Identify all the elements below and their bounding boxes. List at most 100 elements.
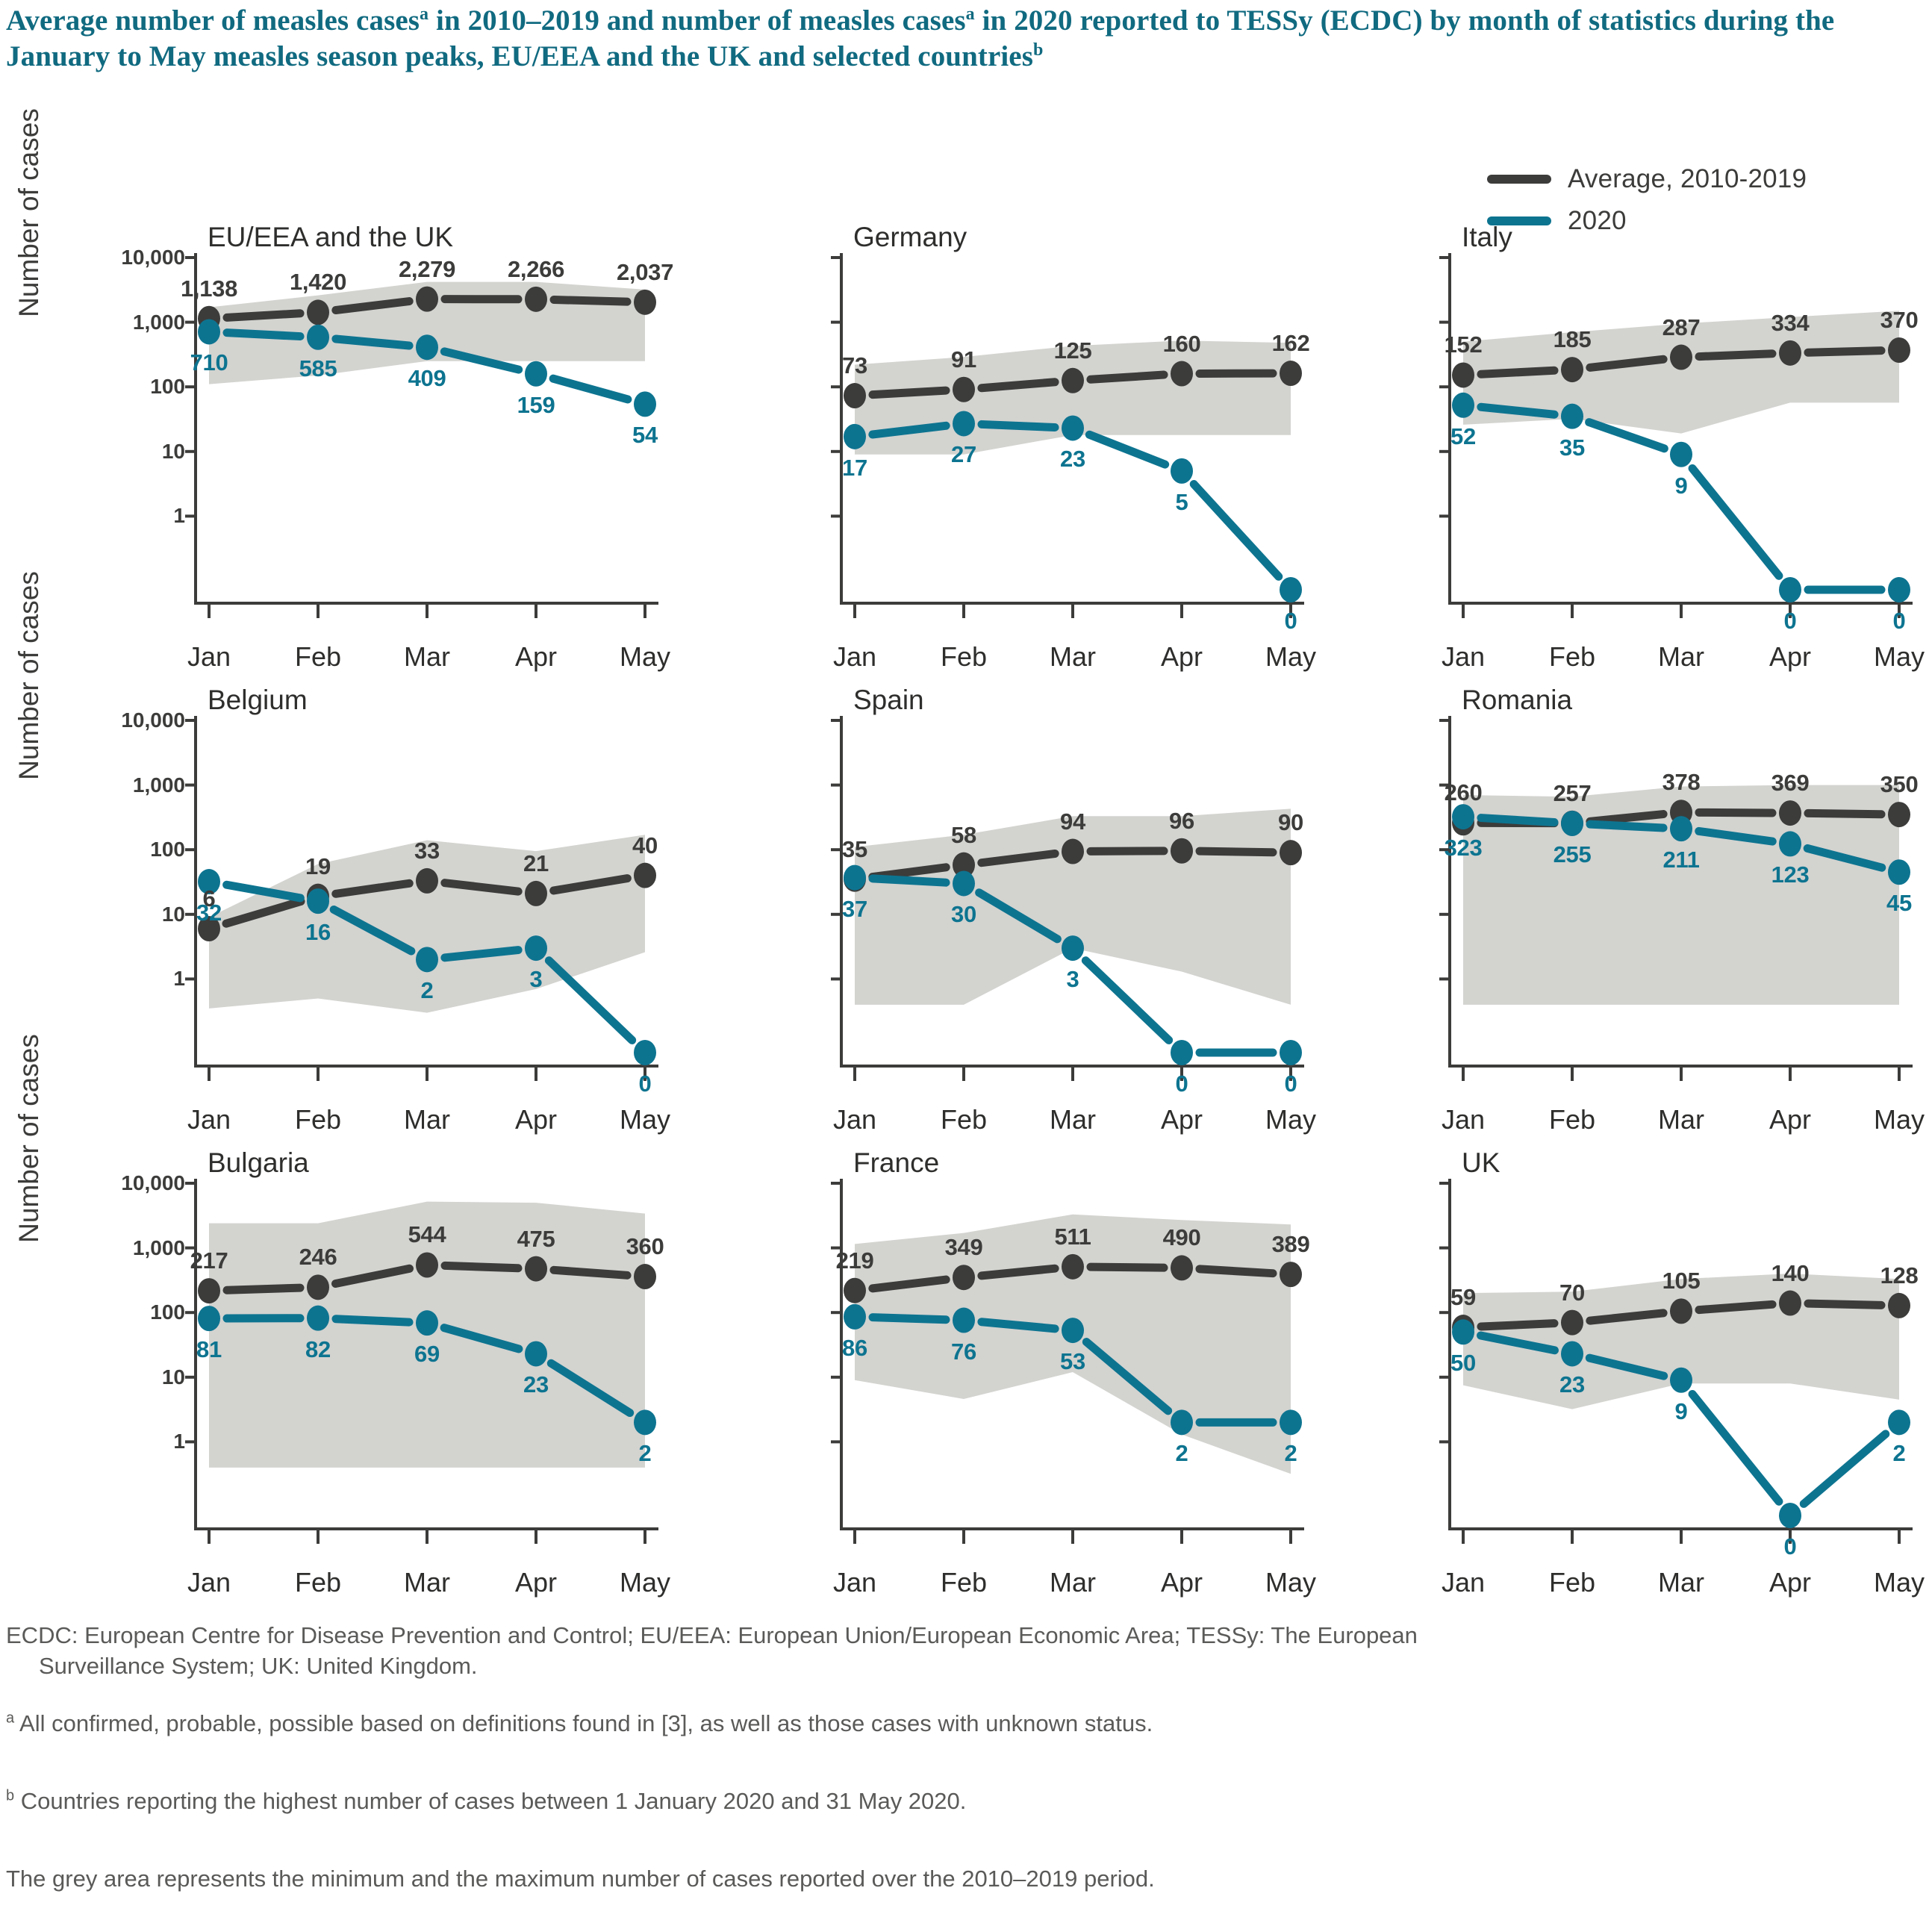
- note-a-marker: a: [6, 1710, 15, 1727]
- panel-row: Number of cases 10,000 1,000 100 10 1 6 19 33 21 4…: [0, 571, 1929, 1150]
- note-abbrev-line1: ECDC: European Centre for Disease Preven…: [6, 1622, 1418, 1648]
- average-value-label: 378: [1662, 769, 1701, 796]
- series-segment: [222, 1283, 305, 1294]
- series-segment: [440, 347, 523, 374]
- data-point-marker: [634, 1264, 656, 1290]
- data-point-marker: [634, 391, 656, 417]
- data-point-marker: [525, 361, 547, 387]
- data-point-marker: [1280, 1040, 1302, 1065]
- average-value-label: 1,420: [289, 269, 347, 296]
- data-point-marker: [1062, 1318, 1084, 1344]
- x-tick-label: May: [1265, 641, 1317, 672]
- current-series: [844, 411, 1302, 602]
- data-point-marker: [307, 1305, 329, 1331]
- plot-area: 260 257 378 369 350 323 255 211 123 45 Jan Feb Mar Ap…: [1439, 716, 1925, 1135]
- current-series: [1452, 1319, 1910, 1528]
- average-series: [1452, 337, 1910, 388]
- series-segment: [1695, 826, 1777, 846]
- axis-spines: [840, 1179, 1304, 1530]
- series-segment: [1086, 1262, 1168, 1272]
- data-point-marker: [1280, 361, 1302, 387]
- average-value-label: 128: [1880, 1262, 1919, 1288]
- data-point-marker: [1670, 1367, 1692, 1393]
- data-point-marker: [1452, 392, 1474, 418]
- panel-plot-svg: [185, 253, 658, 618]
- series-segment: [868, 386, 950, 399]
- x-tick-label: Mar: [1658, 1104, 1704, 1135]
- y-axis-label: Number of cases: [13, 571, 44, 780]
- average-value-label: 185: [1553, 326, 1592, 353]
- panel-plot-svg: [1439, 716, 1913, 1081]
- data-point-marker: [525, 935, 547, 962]
- current-value-label: 255: [1553, 841, 1592, 867]
- data-point-marker: [1779, 1503, 1801, 1528]
- series-segment: [331, 297, 414, 315]
- plot-area: 10,000 1,000 100 10 1 6 19 33 21 40 32 16 2 3 0 Jan Feb M…: [121, 708, 670, 1135]
- title-footnote-marker-a: a: [420, 4, 429, 24]
- data-point-marker: [953, 852, 975, 878]
- current-series: [844, 1303, 1302, 1436]
- data-point-marker: [634, 1040, 656, 1065]
- plot-area: 59 70 105 140 128 50 23 9 0 2 Jan Feb Mar Apr May: [1439, 1179, 1925, 1598]
- data-point-marker: [844, 1303, 866, 1330]
- current-value-label: 2: [1284, 1440, 1297, 1467]
- x-tick-label: Jan: [187, 641, 231, 672]
- x-tick-label: May: [1873, 1104, 1925, 1135]
- axis-spines: [1448, 716, 1913, 1068]
- average-value-label: 2,279: [398, 255, 456, 282]
- data-point-marker: [1171, 361, 1193, 387]
- current-value-label: 0: [1284, 1071, 1297, 1097]
- data-point-marker: [1888, 802, 1910, 828]
- x-tick-label: May: [619, 1104, 671, 1135]
- series-segment: [544, 956, 637, 1044]
- x-tick-label: Apr: [1160, 1567, 1203, 1598]
- minmax-band: [209, 835, 645, 1013]
- current-series: [1452, 804, 1910, 885]
- plot-area: 35 58 94 96 90 37 30 3 0 0 Jan Feb Mar Apr May: [831, 716, 1316, 1135]
- series-segment: [331, 879, 414, 898]
- series-segment: [1477, 366, 1559, 378]
- legend-swatch-average: [1487, 175, 1551, 184]
- data-point-marker: [1452, 804, 1474, 830]
- data-point-marker: [1561, 357, 1583, 383]
- average-value-label: 246: [299, 1244, 337, 1271]
- series-segment: [1803, 844, 1886, 872]
- average-value-label: 70: [1559, 1279, 1585, 1306]
- data-point-marker: [198, 1306, 220, 1332]
- average-value-label: 370: [1880, 306, 1919, 333]
- current-value-label: 27: [951, 441, 976, 468]
- data-point-marker: [1670, 344, 1692, 370]
- series-segment: [331, 1315, 414, 1327]
- y-axis-label: Number of cases: [13, 108, 44, 317]
- current-value-label: 32: [196, 900, 222, 926]
- data-point-marker: [416, 947, 438, 973]
- x-tick-label: Mar: [1658, 641, 1704, 672]
- data-point-marker: [844, 864, 866, 891]
- series-segment: [440, 1261, 523, 1273]
- title-text-2: in 2010–2019 and number of measles cases: [429, 4, 966, 37]
- plot-area: 152 185 287 334 370 52 35 9 0 0 Jan Feb Mar Apr May: [1439, 253, 1925, 672]
- average-value-label: 152: [1444, 331, 1483, 358]
- data-point-marker: [198, 319, 220, 345]
- current-value-label: 23: [523, 1371, 549, 1398]
- current-value-label: 9: [1674, 1397, 1688, 1424]
- data-point-marker: [1062, 935, 1084, 962]
- legend-item-average: Average, 2010-2019: [1487, 158, 1807, 200]
- panel-plot-svg: [1439, 253, 1913, 618]
- y-tick-label: 1: [173, 504, 185, 528]
- current-value-label: 585: [299, 355, 337, 381]
- x-tick-label: May: [1873, 641, 1925, 672]
- data-point-marker: [1280, 1409, 1302, 1436]
- current-value-label: 16: [305, 919, 331, 946]
- average-series: [844, 361, 1302, 409]
- average-value-label: 140: [1771, 1259, 1810, 1286]
- current-value-label: 45: [1886, 890, 1912, 917]
- series-segment: [977, 1264, 1059, 1280]
- x-tick-label: Feb: [294, 641, 342, 672]
- series-segment: [1695, 349, 1777, 361]
- y-tick-label: 10: [161, 902, 185, 926]
- data-point-marker: [198, 916, 220, 942]
- series-segment: [1081, 956, 1174, 1044]
- y-tick-label: 100: [150, 838, 185, 861]
- plot-area: 219 349 511 490 389 86 76 53 2 2 Jan Feb Mar Apr May: [831, 1179, 1316, 1598]
